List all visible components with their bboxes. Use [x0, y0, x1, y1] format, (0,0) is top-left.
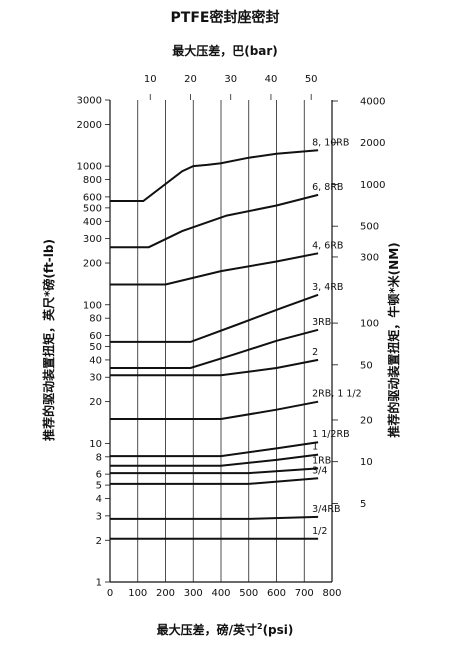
- x-tick-label: 200: [156, 588, 175, 599]
- x-tick-label: 0: [107, 588, 113, 599]
- series-label: 1RB: [312, 455, 331, 466]
- series-line: [110, 252, 319, 286]
- series-line: [110, 293, 319, 343]
- series-line: [110, 149, 319, 202]
- y-right-tick-label: 2000: [360, 138, 385, 149]
- series-line: [110, 467, 319, 475]
- series-line: [110, 400, 319, 420]
- x-axis-label-main: 最大压差，磅/英寸: [157, 622, 257, 637]
- series-line: [110, 441, 319, 458]
- y-left-tick-label: 200: [83, 259, 102, 270]
- y-right-tick-label: 50: [360, 360, 373, 371]
- series-label: 8, 10RB: [312, 137, 349, 148]
- y-left-tick-label: 2: [96, 536, 102, 547]
- series-label: 3/4RB: [312, 504, 340, 515]
- x-axis-label-sup: 2: [257, 622, 263, 631]
- y-left-tick-label: 8: [96, 452, 102, 463]
- series-label: 4, 6RB: [312, 240, 343, 251]
- series-label: 2: [312, 347, 318, 358]
- y-left-tick-label: 3: [96, 511, 102, 522]
- series-line: [110, 328, 319, 369]
- x-tick-label: 100: [128, 588, 147, 599]
- chart-title: PTFE密封座密封: [171, 9, 280, 26]
- y-right-tick-label: 500: [360, 222, 379, 233]
- y-right-tick-label: 100: [360, 319, 379, 330]
- y-right-tick-label: 20: [360, 415, 373, 426]
- y-left-tick-label: 100: [83, 300, 102, 311]
- series-label: 1: [312, 442, 318, 453]
- series-line: [110, 358, 319, 377]
- series-lines: [110, 149, 319, 540]
- y-right-tick-label: 5: [360, 499, 366, 510]
- series-label: 3/4: [312, 465, 327, 476]
- x-axis-label-unit: (psi): [263, 623, 294, 637]
- y-left-tick-label: 4: [96, 494, 102, 505]
- y-left-tick-label: 300: [83, 234, 102, 245]
- x-tick-label: 700: [295, 588, 314, 599]
- y-left-tick-label: 20: [89, 397, 102, 408]
- top-tick-label: 40: [265, 74, 278, 85]
- y-left-tick-label: 5: [96, 481, 102, 492]
- top-tick-label: 30: [224, 74, 237, 85]
- y-right-tick-label: 10: [360, 457, 373, 468]
- x-tick-label: 500: [239, 588, 258, 599]
- x-tick-label: 600: [267, 588, 286, 599]
- y-left-tick-label: 3000: [77, 96, 102, 107]
- y-left-tick-label: 80: [89, 314, 102, 325]
- series-line: [110, 515, 319, 520]
- series-line: [110, 453, 319, 467]
- top-tick-label: 20: [184, 74, 197, 85]
- top-tick-label: 50: [305, 74, 318, 85]
- series-label: 6, 8RB: [312, 182, 343, 193]
- x-tick-label: 300: [184, 588, 203, 599]
- axes: [105, 94, 338, 583]
- series-label: 2RB, 1 1/2: [312, 389, 362, 400]
- y-left-tick-label: 40: [89, 355, 102, 366]
- y-left-tick-label: 500: [83, 203, 102, 214]
- y-left-tick-label: 10: [89, 439, 102, 450]
- y-axis-label-right: 推荐的驱动装置扭矩，牛顿*米(NM): [386, 242, 401, 437]
- y-axis-label-left: 推荐的驱动装置扭矩，英尺*磅(ft-lb): [41, 239, 56, 441]
- y-left-tick-label: 2000: [77, 120, 102, 131]
- series-label: 1/2: [312, 526, 327, 537]
- y-left-tick-label: 1000: [77, 162, 102, 173]
- y-left-tick-label: 60: [89, 331, 102, 342]
- y-left-tick-label: 800: [83, 175, 102, 186]
- y-right-tick-label: 300: [360, 252, 379, 263]
- series-line: [110, 477, 319, 485]
- series-line: [110, 193, 319, 249]
- x-tick-label: 400: [211, 588, 230, 599]
- x-axis-label: 最大压差，磅/英寸2(psi): [157, 622, 294, 637]
- y-left-tick-label: 30: [89, 373, 102, 384]
- y-left-tick-label: 1: [96, 578, 102, 589]
- series-label: 1 1/2RB: [312, 429, 349, 440]
- y-right-tick-label: 1000: [360, 180, 385, 191]
- series-labels: 8, 10RB 6, 8RB 4, 6RB 3, 4RB 3RB 2 2RB, 1 1/2 1…: [312, 137, 362, 536]
- y-left-tick-label: 600: [83, 192, 102, 203]
- top-tick-label: 10: [144, 74, 157, 85]
- series-label: 3, 4RB: [312, 282, 343, 293]
- y-left-tick-label: 400: [83, 217, 102, 228]
- x-tick-label: 800: [322, 588, 341, 599]
- y-left-tick-label: 50: [89, 342, 102, 353]
- top-axis-label: 最大压差，巴(bar): [172, 43, 278, 58]
- series-label: 3RB: [312, 317, 331, 328]
- y-left-tick-label: 6: [96, 470, 102, 481]
- y-right-tick-label: 4000: [360, 97, 385, 108]
